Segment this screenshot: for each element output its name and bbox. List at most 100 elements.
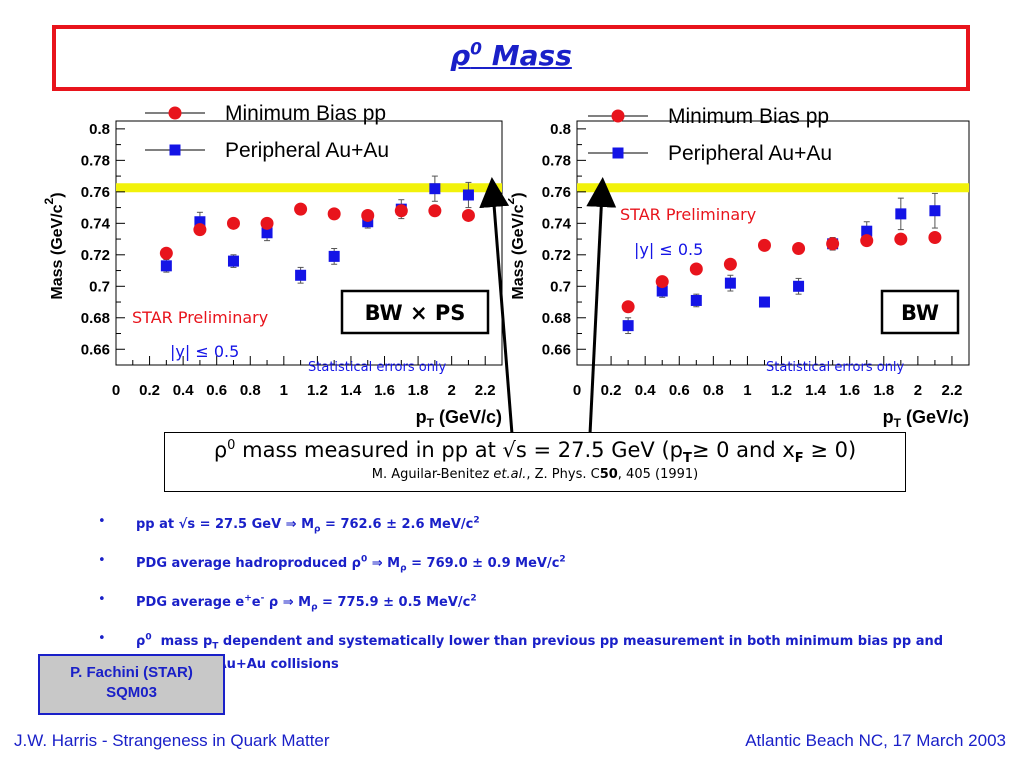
- x-tick-label: 0: [112, 382, 120, 399]
- data-point-peripheral: [929, 205, 941, 217]
- data-point-peripheral: [429, 183, 441, 195]
- x-tick-label: 0.6: [206, 382, 227, 399]
- rapidity-label: |y| ≤ 0.5: [170, 342, 239, 361]
- badge-conference: SQM03: [106, 684, 157, 701]
- y-tick-label: 0.76: [81, 184, 110, 201]
- x-tick-label: 0.2: [139, 382, 160, 399]
- rapidity-label: |y| ≤ 0.5: [634, 240, 703, 259]
- x-tick-label: 0.8: [240, 382, 261, 399]
- x-tick-label: 1.2: [771, 382, 792, 399]
- statistical-errors-note: Statistical errors only: [308, 360, 447, 375]
- y-axis-label-sup: 2: [42, 197, 56, 204]
- x-tick-label: 2: [914, 382, 922, 399]
- y-axis-label-sup: 2: [508, 197, 517, 204]
- y-tick-label: 0.72: [542, 247, 571, 264]
- data-point-minbias: [928, 230, 942, 244]
- data-point-minbias: [327, 207, 341, 221]
- y-tick-label: 0.76: [542, 184, 571, 201]
- y-tick-label: 0.78: [81, 152, 110, 169]
- reference-band: [577, 183, 969, 193]
- data-point-minbias: [757, 238, 771, 252]
- data-point-peripheral: [861, 225, 873, 237]
- x-tick-label: 1.4: [341, 382, 363, 399]
- y-axis-label-main: Mass (GeV/c: [49, 204, 66, 299]
- x-tick-label: 1.6: [374, 382, 395, 399]
- data-point-minbias: [226, 216, 240, 230]
- legend-label-peripheral: Peripheral Au+Au: [668, 142, 832, 165]
- bullet-item: • PDG average hadroproduced ρ0 ⇒ Mρ = 769…: [96, 552, 976, 578]
- reference-band: [116, 183, 502, 193]
- x-tick-label: 2.2: [475, 382, 496, 399]
- measurement-callout: ρ0 mass measured in pp at √s = 27.5 GeV …: [164, 432, 906, 492]
- x-tick-label: 1.4: [805, 382, 827, 399]
- data-point-peripheral: [793, 280, 805, 292]
- x-tick-label: 0.4: [635, 382, 657, 399]
- x-tick-label: 0.2: [601, 382, 622, 399]
- footer-right: Atlantic Beach NC, 17 March 2003: [745, 731, 1006, 750]
- bullet-text: PDG average hadroproduced ρ0 ⇒ Mρ = 769.…: [136, 554, 566, 574]
- y-axis-label: Mass (GeV/c2): [508, 192, 527, 299]
- data-point-minbias: [294, 202, 308, 216]
- data-point-minbias: [428, 204, 442, 218]
- arrow-right: [586, 177, 617, 435]
- data-point-peripheral: [227, 255, 239, 267]
- x-tick-label: 0.6: [669, 382, 690, 399]
- x-tick-label: 1.8: [408, 382, 429, 399]
- x-axis-label-p: p: [416, 407, 427, 427]
- data-point-minbias: [260, 216, 274, 230]
- legend-label-minbias: Minimum Bias pp: [668, 105, 829, 128]
- bullet-dot: •: [98, 552, 106, 568]
- data-point-peripheral: [295, 269, 307, 281]
- x-tick-label: 2: [447, 382, 455, 399]
- fit-model-box: [880, 289, 960, 335]
- data-point-minbias: [621, 300, 635, 314]
- callout-main-text: ρ0 mass measured in pp at √s = 27.5 GeV …: [213, 438, 857, 467]
- legend-label-peripheral: Peripheral Au+Au: [225, 139, 389, 162]
- data-point-minbias: [193, 223, 207, 237]
- x-axis-label-unit: (GeV/c): [901, 407, 969, 427]
- bullet-item: • PDG average e+e- ρ ⇒ Mρ = 775.9 ± 0.5 M…: [96, 591, 976, 617]
- x-tick-label: 0: [573, 382, 581, 399]
- x-tick-label: 1.2: [307, 382, 328, 399]
- fit-model-label: BW: [901, 301, 939, 325]
- bullet-text: ρ0 mass pT dependent and systematically …: [136, 632, 944, 672]
- x-axis-label-p: p: [883, 407, 894, 427]
- data-point-minbias: [792, 242, 806, 256]
- title-box: ρ0 Mass: [52, 25, 970, 91]
- bullet-text: pp at √s = 27.5 GeV ⇒ Mρ = 762.6 ± 2.6 M…: [136, 516, 480, 535]
- bullet-dot: •: [98, 514, 106, 529]
- x-tick-label: 1.8: [873, 382, 894, 399]
- fit-model-box: [340, 289, 490, 335]
- y-tick-label: 0.68: [542, 310, 571, 327]
- data-point-minbias: [723, 257, 737, 271]
- y-tick-label: 0.7: [89, 278, 110, 295]
- badge-author: P. Fachini (STAR): [70, 664, 193, 681]
- data-point-peripheral: [690, 294, 702, 306]
- data-point-peripheral: [758, 296, 770, 308]
- data-point-minbias: [689, 262, 703, 276]
- x-tick-label: 1: [743, 382, 751, 399]
- bullet-dot: •: [98, 591, 106, 607]
- bullet-list: • pp at √s = 27.5 GeV ⇒ Mρ = 762.6 ± 2.6 …: [96, 513, 976, 686]
- bullet-item: • ρ0 mass pT dependent and systematically…: [96, 630, 976, 673]
- x-axis-label: pT (GeV/c): [883, 407, 969, 430]
- y-tick-label: 0.68: [81, 310, 110, 327]
- data-point-minbias: [394, 204, 408, 218]
- y-tick-label: 0.66: [81, 341, 110, 358]
- star-preliminary-label: STAR Preliminary: [620, 205, 756, 224]
- y-tick-label: 0.74: [542, 215, 572, 232]
- footer-left: J.W. Harris - Strangeness in Quark Matte…: [14, 731, 330, 750]
- y-tick-label: 0.8: [550, 121, 571, 138]
- legend-marker-minbias: [168, 106, 182, 120]
- callout-reference: M. Aguilar-Benitez et.al., Z. Phys. C50,…: [371, 467, 699, 483]
- data-point-peripheral: [160, 260, 172, 272]
- y-tick-label: 0.8: [89, 121, 110, 138]
- data-point-minbias: [860, 234, 874, 248]
- bullet-text: PDG average e+e- ρ ⇒ Mρ = 775.9 ± 0.5 Me…: [136, 593, 477, 613]
- y-tick-label: 0.66: [542, 341, 571, 358]
- plot-bw: 0 0.2 0.4 0.6 0.8 1 1.2 1.4 1.6 1.8 2 2.2 0.66 0.68 0.…: [508, 105, 970, 430]
- y-tick-label: 0.78: [542, 152, 571, 169]
- x-tick-label: 2.2: [942, 382, 963, 399]
- data-point-minbias: [826, 237, 840, 251]
- plot-bw-ps: 0 0.2 0.4 0.6 0.8 1 1.2 1.4 1.6 1.8 2 2.2 0.66 0.68 0.…: [42, 102, 503, 430]
